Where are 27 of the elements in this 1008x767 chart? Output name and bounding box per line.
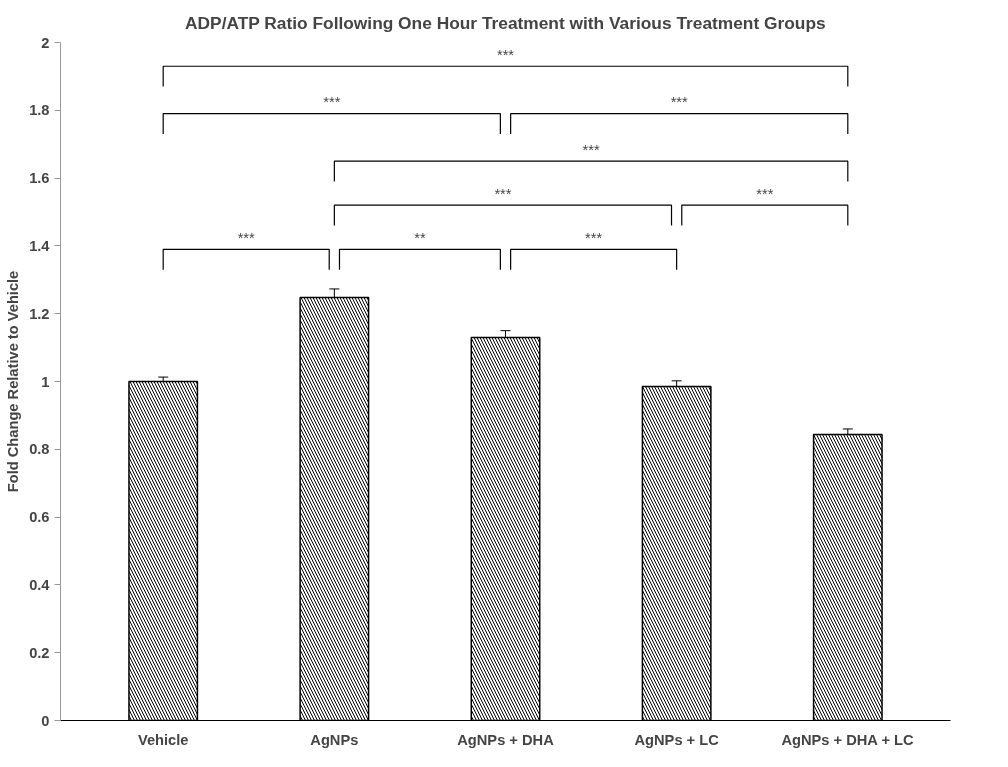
y-tick-label: 0.2 <box>29 644 50 661</box>
y-tick-label: 1.6 <box>29 170 50 187</box>
y-tick-label: 1 <box>41 373 50 390</box>
y-tick-label: 0.4 <box>29 576 51 593</box>
x-tick-label: AgNPs + LC <box>634 731 720 748</box>
x-tick-label: AgNPs + DHA + LC <box>781 731 915 748</box>
annotation: ** <box>414 229 426 246</box>
annotation: *** <box>323 94 341 111</box>
x-tick-label: Vehicle <box>137 731 189 748</box>
y-tick-label: 1.8 <box>29 102 50 119</box>
chart-title: ADP/ATP Ratio Following One Hour Treatment with Various Treatment Groups <box>185 12 826 33</box>
y-tick-label: 0 <box>41 712 50 729</box>
y-tick-label: 0.8 <box>29 441 50 458</box>
annotation: *** <box>494 185 512 202</box>
x-tick-label: AgNPs <box>310 731 359 748</box>
annotation: *** <box>237 229 256 246</box>
annotation: *** <box>582 141 600 158</box>
y-tick-label: 0.6 <box>29 509 50 526</box>
annotation: *** <box>496 46 515 63</box>
y-tick-label: 2 <box>41 34 50 51</box>
annotation: *** <box>585 229 603 246</box>
y-tick-label: 1.2 <box>29 305 50 322</box>
annotation: *** <box>670 94 689 111</box>
annotation: *** <box>756 185 774 202</box>
x-tick-label: AgNPs + DHA <box>457 731 555 748</box>
y-axis-title: Fold Change Relative to Vehicle <box>5 270 22 493</box>
y-tick-label: 1.4 <box>29 237 51 254</box>
